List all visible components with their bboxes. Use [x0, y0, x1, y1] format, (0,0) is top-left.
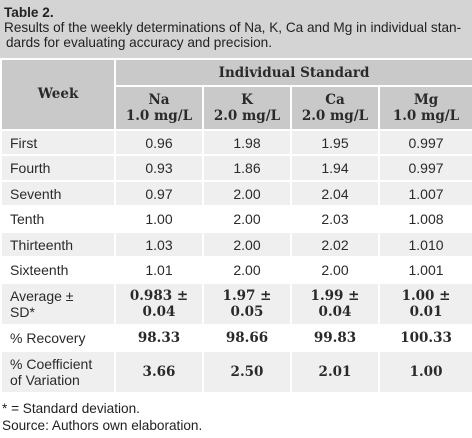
- cv-label: % Coefficient of Variation: [0, 350, 116, 394]
- value-cell: 1.010: [377, 231, 472, 258]
- week-cell: Tenth: [0, 205, 116, 233]
- value-cell: 1.94: [290, 154, 380, 182]
- value-cell: 0.97: [114, 180, 204, 207]
- value-cell: 1.98: [202, 129, 292, 156]
- value-cell: 2.00: [290, 256, 380, 284]
- value-cell: 0.997: [377, 154, 472, 182]
- recovery-value: 98.66: [202, 324, 292, 352]
- footnote-source: Source: Authors own elaboration.: [2, 418, 203, 433]
- value-cell: 2.00: [202, 180, 292, 207]
- value-cell: 1.007: [377, 180, 472, 207]
- value-cell: 0.997: [377, 129, 472, 156]
- recovery-value: 99.83: [290, 324, 380, 352]
- recovery-value: 100.33: [377, 324, 472, 352]
- table-footnotes: * = Standard deviation. Source: Authors …: [0, 400, 202, 434]
- cv-value: 2.50: [202, 350, 292, 394]
- table-caption: Table 2. Results of the weekly determina…: [0, 0, 472, 58]
- value-cell: 2.03: [290, 205, 380, 233]
- value-cell: 2.02: [290, 231, 380, 258]
- week-cell: Thirteenth: [0, 231, 116, 258]
- value-cell: 1.03: [114, 231, 204, 258]
- average-value: 1.99 ±0.04: [290, 282, 380, 326]
- group-header: Individual Standard: [113, 58, 472, 87]
- average-label: Average ± SD*: [0, 282, 116, 326]
- footnote-sd: * = Standard deviation.: [2, 401, 140, 416]
- table-row: Fourth 0.93 1.86 1.94 0.997: [0, 154, 472, 182]
- value-cell: 1.008: [377, 205, 472, 233]
- average-value: 1.97 ±0.05: [202, 282, 292, 326]
- recovery-label: % Recovery: [0, 324, 116, 352]
- average-value: 0.983 ±0.04: [114, 282, 204, 326]
- cv-row: % Coefficient of Variation 3.66 2.50 2.01…: [0, 350, 472, 394]
- week-cell: Fourth: [0, 154, 116, 182]
- cv-value: 1.00: [377, 350, 472, 394]
- week-cell: Seventh: [0, 180, 116, 207]
- value-cell: 1.00: [114, 205, 204, 233]
- value-cell: 2.00: [202, 205, 292, 233]
- recovery-row: % Recovery 98.33 98.66 99.83 100.33: [0, 324, 472, 352]
- caption-line-2: dards for evaluating accuracy and precis…: [6, 35, 272, 50]
- column-header-ca: Ca 2.0 mg/L: [290, 85, 380, 131]
- table-row: Seventh 0.97 2.00 2.04 1.007: [0, 180, 472, 207]
- value-cell: 0.93: [114, 154, 204, 182]
- week-header: Week: [0, 58, 116, 131]
- table-row: Thirteenth 1.03 2.00 2.02 1.010: [0, 231, 472, 258]
- week-cell: First: [0, 129, 116, 156]
- value-cell: 1.95: [290, 129, 380, 156]
- column-header-na: Na 1.0 mg/L: [114, 85, 204, 131]
- average-value: 1.00 ±0.01: [377, 282, 472, 326]
- cv-value: 3.66: [114, 350, 204, 394]
- average-row: Average ± SD* 0.983 ±0.04 1.97 ±0.05 1.99…: [0, 282, 472, 326]
- column-header-mg: Mg 1.0 mg/L: [377, 85, 472, 131]
- value-cell: 0.96: [114, 129, 204, 156]
- caption-line-1: Results of the weekly determinations of …: [4, 20, 462, 35]
- column-header-k: K 2.0 mg/L: [202, 85, 292, 131]
- value-cell: 1.001: [377, 256, 472, 284]
- value-cell: 1.01: [114, 256, 204, 284]
- value-cell: 1.86: [202, 154, 292, 182]
- recovery-value: 98.33: [114, 324, 204, 352]
- week-cell: Sixteenth: [0, 256, 116, 284]
- table-row: Tenth 1.00 2.00 2.03 1.008: [0, 205, 472, 233]
- value-cell: 2.00: [202, 256, 292, 284]
- table-row: First 0.96 1.98 1.95 0.997: [0, 129, 472, 156]
- value-cell: 2.04: [290, 180, 380, 207]
- table-row: Sixteenth 1.01 2.00 2.00 1.001: [0, 256, 472, 284]
- value-cell: 2.00: [202, 231, 292, 258]
- table-label: Table 2.: [4, 5, 54, 20]
- data-table: Week Individual Standard Na 1.0 mg/L K 2.0…: [0, 58, 472, 394]
- cv-value: 2.01: [290, 350, 380, 394]
